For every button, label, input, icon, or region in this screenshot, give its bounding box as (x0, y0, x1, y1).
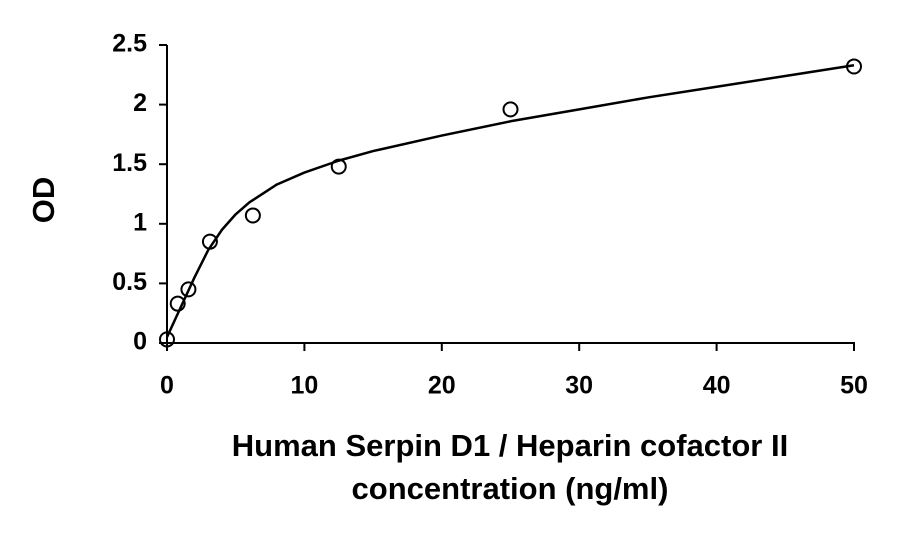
data-point (169, 295, 186, 312)
x-tick-label: 50 (840, 372, 868, 400)
x-axis-title: concentration (ng/ml) (352, 471, 669, 506)
y-tick-label: 1 (133, 208, 147, 236)
x-tick-label: 40 (703, 372, 731, 400)
x-tick-label: 10 (290, 372, 318, 400)
data-point (244, 207, 261, 224)
y-tick-label: 1.5 (112, 149, 147, 177)
x-tick-label: 0 (160, 372, 174, 400)
x-tick-label: 20 (428, 372, 456, 400)
y-tick-label: 2.5 (112, 30, 147, 58)
y-tick-label: 2 (133, 89, 147, 117)
fit-curve (165, 64, 855, 338)
y-tick-label: 0 (133, 328, 147, 356)
x-tick-label: 30 (565, 372, 593, 400)
data-point (159, 331, 175, 348)
y-tick-label: 0.5 (112, 268, 147, 296)
data-point (180, 281, 197, 298)
data-point (502, 101, 519, 118)
y-axis-title: OD (26, 177, 61, 224)
x-axis-title: Human Serpin D1 / Heparin cofactor II (232, 428, 788, 463)
